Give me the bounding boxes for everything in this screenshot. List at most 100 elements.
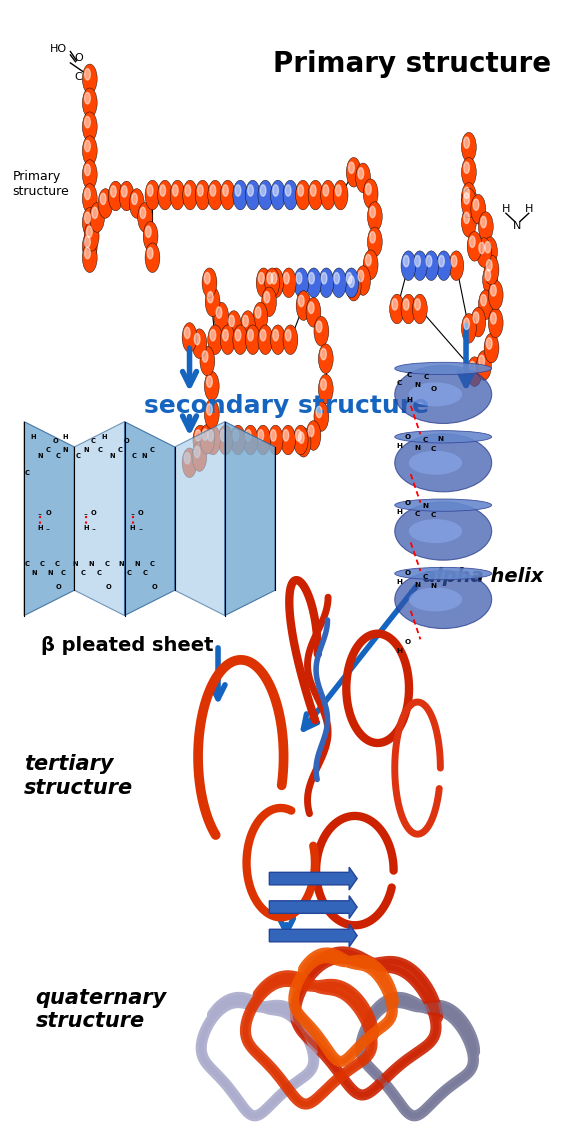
- Text: N: N: [415, 581, 421, 588]
- Circle shape: [370, 232, 376, 243]
- Circle shape: [256, 268, 271, 298]
- Circle shape: [366, 255, 371, 266]
- Text: O: O: [124, 439, 130, 444]
- Text: ..: ..: [83, 509, 88, 516]
- Text: ..: ..: [91, 524, 97, 531]
- Circle shape: [204, 273, 210, 284]
- Text: H: H: [101, 434, 107, 440]
- Circle shape: [269, 268, 284, 298]
- Ellipse shape: [395, 502, 491, 561]
- Circle shape: [233, 429, 239, 441]
- Circle shape: [426, 256, 432, 267]
- Circle shape: [390, 295, 404, 324]
- Circle shape: [464, 319, 469, 330]
- Circle shape: [183, 180, 198, 210]
- Text: N: N: [32, 570, 37, 577]
- Ellipse shape: [395, 571, 491, 628]
- Circle shape: [260, 185, 266, 196]
- Circle shape: [260, 330, 266, 340]
- Circle shape: [469, 361, 475, 372]
- Text: H: H: [396, 443, 402, 449]
- Text: ..: ..: [46, 524, 51, 531]
- Text: C: C: [46, 448, 50, 453]
- Ellipse shape: [409, 587, 462, 611]
- Text: N: N: [110, 453, 115, 459]
- Circle shape: [202, 351, 208, 362]
- Text: ..: ..: [138, 524, 143, 531]
- Circle shape: [258, 180, 273, 210]
- Circle shape: [321, 180, 335, 210]
- Circle shape: [207, 376, 212, 387]
- Text: HO: HO: [50, 45, 67, 54]
- Text: N: N: [135, 561, 140, 568]
- Text: C: C: [76, 453, 81, 459]
- Circle shape: [346, 272, 361, 301]
- Text: C: C: [81, 570, 86, 577]
- Circle shape: [205, 425, 221, 455]
- Text: O: O: [137, 509, 143, 516]
- Text: C: C: [131, 453, 136, 459]
- Circle shape: [208, 325, 222, 354]
- Text: C: C: [424, 375, 429, 380]
- Text: C: C: [118, 448, 122, 453]
- Circle shape: [157, 180, 173, 210]
- Text: O: O: [404, 434, 410, 440]
- Circle shape: [294, 268, 309, 298]
- Circle shape: [464, 193, 469, 204]
- Text: C: C: [431, 512, 436, 518]
- Circle shape: [464, 162, 469, 174]
- Circle shape: [270, 325, 285, 354]
- Circle shape: [424, 251, 439, 281]
- Text: H: H: [396, 648, 402, 653]
- Circle shape: [221, 325, 235, 354]
- Circle shape: [412, 251, 427, 281]
- Text: quaternary
structure: quaternary structure: [36, 988, 167, 1031]
- Circle shape: [321, 379, 326, 391]
- Circle shape: [173, 185, 178, 196]
- Text: C: C: [150, 448, 155, 453]
- Text: C: C: [415, 510, 420, 517]
- Polygon shape: [225, 421, 275, 616]
- Circle shape: [146, 226, 151, 238]
- Circle shape: [200, 346, 215, 376]
- Ellipse shape: [395, 434, 491, 492]
- Circle shape: [284, 273, 290, 284]
- Circle shape: [230, 425, 245, 455]
- Text: H: H: [502, 203, 510, 214]
- Circle shape: [243, 425, 258, 455]
- Text: N: N: [438, 436, 443, 442]
- Text: C: C: [90, 439, 95, 444]
- Circle shape: [100, 193, 106, 204]
- Circle shape: [485, 241, 491, 252]
- Circle shape: [319, 268, 334, 298]
- Text: Primary structure: Primary structure: [273, 50, 551, 78]
- Text: O: O: [404, 500, 410, 506]
- FancyArrow shape: [269, 924, 357, 947]
- Circle shape: [195, 180, 210, 210]
- Circle shape: [332, 268, 346, 298]
- Circle shape: [258, 429, 264, 441]
- Circle shape: [479, 290, 493, 320]
- Circle shape: [82, 184, 97, 214]
- Circle shape: [281, 268, 296, 298]
- Circle shape: [318, 344, 333, 373]
- Text: H: H: [83, 524, 88, 531]
- Circle shape: [210, 185, 216, 196]
- Circle shape: [85, 212, 90, 224]
- Ellipse shape: [395, 362, 491, 375]
- Circle shape: [307, 268, 321, 298]
- Circle shape: [182, 448, 197, 477]
- Circle shape: [439, 256, 445, 267]
- Text: N: N: [89, 561, 94, 568]
- Circle shape: [484, 333, 499, 363]
- Circle shape: [233, 325, 247, 354]
- Ellipse shape: [395, 431, 491, 443]
- Text: O: O: [74, 54, 82, 63]
- Circle shape: [160, 185, 166, 196]
- Circle shape: [469, 236, 475, 248]
- Circle shape: [367, 202, 382, 232]
- Circle shape: [488, 280, 503, 309]
- Circle shape: [85, 116, 90, 128]
- Circle shape: [298, 432, 304, 443]
- Circle shape: [87, 226, 92, 238]
